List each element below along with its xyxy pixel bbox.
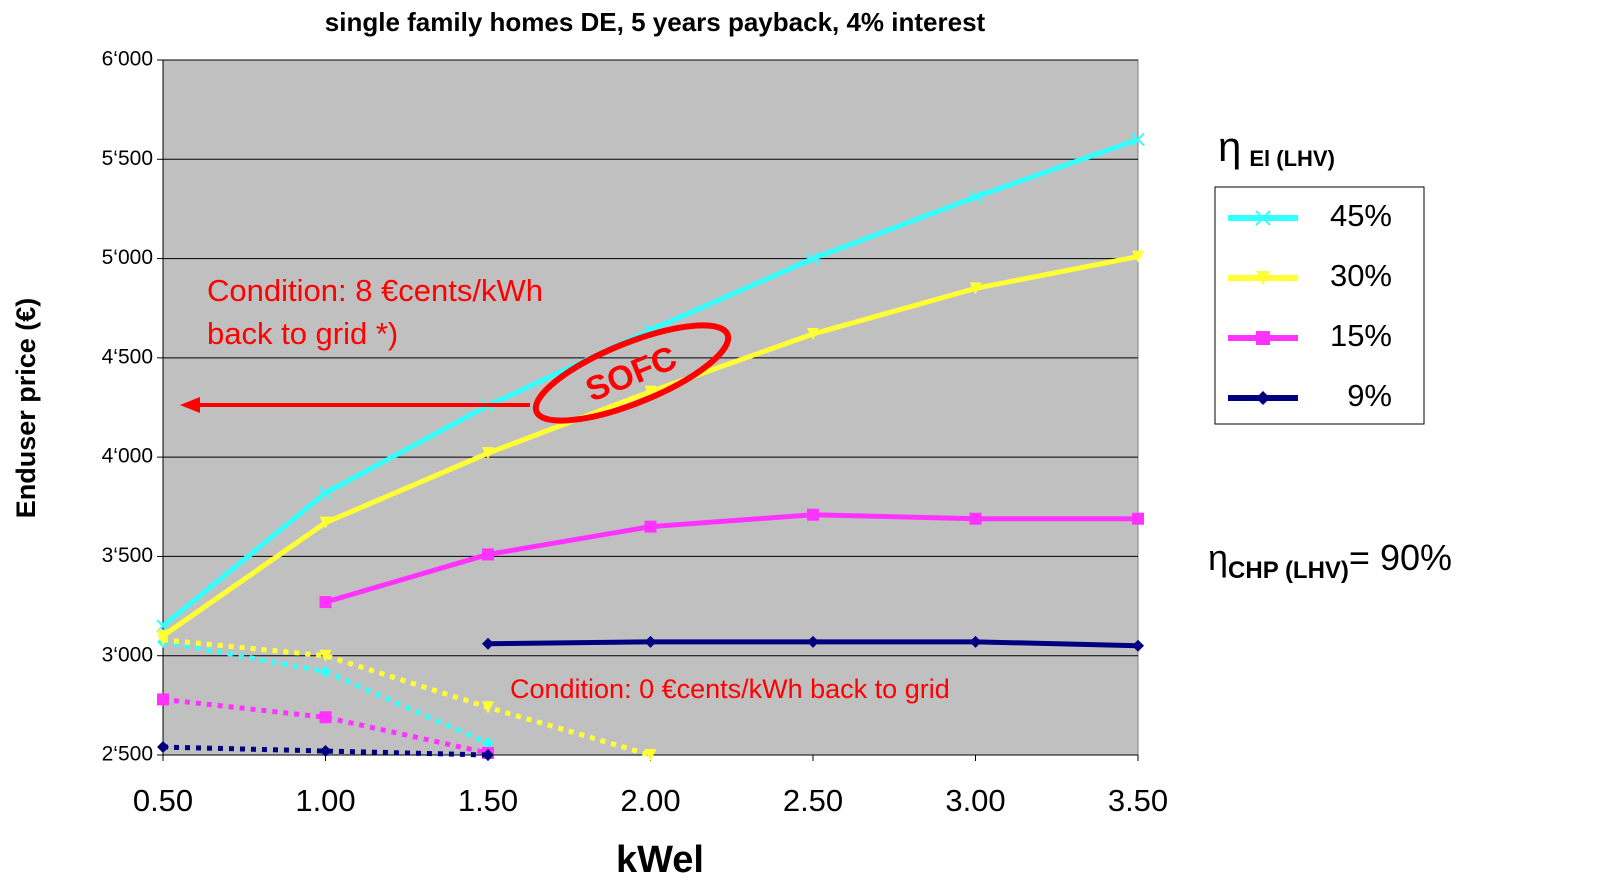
- marker: [969, 635, 982, 648]
- y-tick-label: 4‘500: [102, 345, 153, 368]
- y-axis-label: Enduser price (€): [11, 298, 41, 519]
- marker: [1132, 512, 1144, 525]
- line: [324, 512, 1138, 605]
- legend-box: [1214, 186, 1425, 425]
- marker: [807, 635, 819, 648]
- marker: [318, 486, 333, 500]
- marker: [968, 190, 983, 204]
- marker: [157, 693, 169, 706]
- y-tick-label: 2‘500: [102, 743, 153, 766]
- marker: [644, 385, 657, 398]
- marker: [1256, 331, 1270, 345]
- marker: [482, 701, 494, 714]
- marker: [1255, 210, 1271, 226]
- marker: [969, 512, 982, 525]
- sofc-ellipse: [532, 322, 732, 424]
- chp-annotation: ηCHP (LHV)= 90%: [1208, 537, 1452, 585]
- marker: [482, 447, 494, 460]
- plot-area: [162, 59, 1139, 756]
- marker: [482, 637, 494, 650]
- x-tick-label: 3.50: [1108, 783, 1168, 818]
- y-tick-label: 6‘000: [102, 48, 153, 71]
- marker: [806, 251, 820, 266]
- marker: [1256, 271, 1270, 285]
- annotation: Condition: 8 €cents/kWh: [207, 273, 543, 308]
- marker: [157, 633, 169, 646]
- marker: [644, 749, 657, 761]
- legend-label: 15%: [1330, 318, 1392, 353]
- marker: [644, 635, 657, 648]
- marker: [1132, 250, 1144, 263]
- marker: [319, 596, 332, 609]
- marker: [807, 328, 819, 341]
- marker: [1256, 391, 1270, 405]
- y-tick-label: 5‘000: [102, 246, 153, 269]
- y-tick-label: 3‘500: [102, 544, 153, 567]
- y-tick-label: 3‘000: [102, 643, 153, 666]
- x-tick-label: 0.50: [133, 783, 193, 818]
- x-tick-label: 1.50: [458, 783, 518, 818]
- marker: [319, 665, 332, 678]
- marker: [319, 711, 332, 724]
- marker: [157, 741, 169, 754]
- marker: [969, 282, 982, 295]
- arrow-head: [180, 397, 200, 413]
- marker: [1131, 132, 1145, 147]
- legend-label: 9%: [1347, 378, 1392, 413]
- marker: [482, 749, 494, 761]
- annotation: back to grid *): [207, 316, 398, 351]
- dotted-line: [162, 637, 652, 758]
- y-tick-label: 4‘000: [102, 445, 153, 468]
- annotation: Condition: 0 €cents/kWh back to grid: [510, 674, 950, 704]
- marker: [807, 508, 819, 521]
- legend-label: 45%: [1330, 198, 1392, 233]
- x-tick-label: 2.00: [620, 783, 680, 818]
- chart-title: single family homes DE, 5 years payback,…: [325, 7, 986, 37]
- x-tick-label: 1.00: [295, 783, 355, 818]
- marker: [319, 649, 332, 662]
- x-tick-label: 2.50: [783, 783, 843, 818]
- y-tick-label: 5‘500: [102, 147, 153, 170]
- x-tick-label: 3.00: [945, 783, 1005, 818]
- x-axis-label: kWel: [616, 839, 704, 881]
- marker: [319, 516, 332, 529]
- marker: [482, 548, 494, 561]
- legend-title: η El (LHV): [1218, 123, 1335, 171]
- marker: [319, 745, 332, 758]
- legend-label: 30%: [1330, 258, 1392, 293]
- marker: [482, 737, 494, 750]
- marker: [644, 520, 657, 533]
- marker: [1132, 639, 1144, 652]
